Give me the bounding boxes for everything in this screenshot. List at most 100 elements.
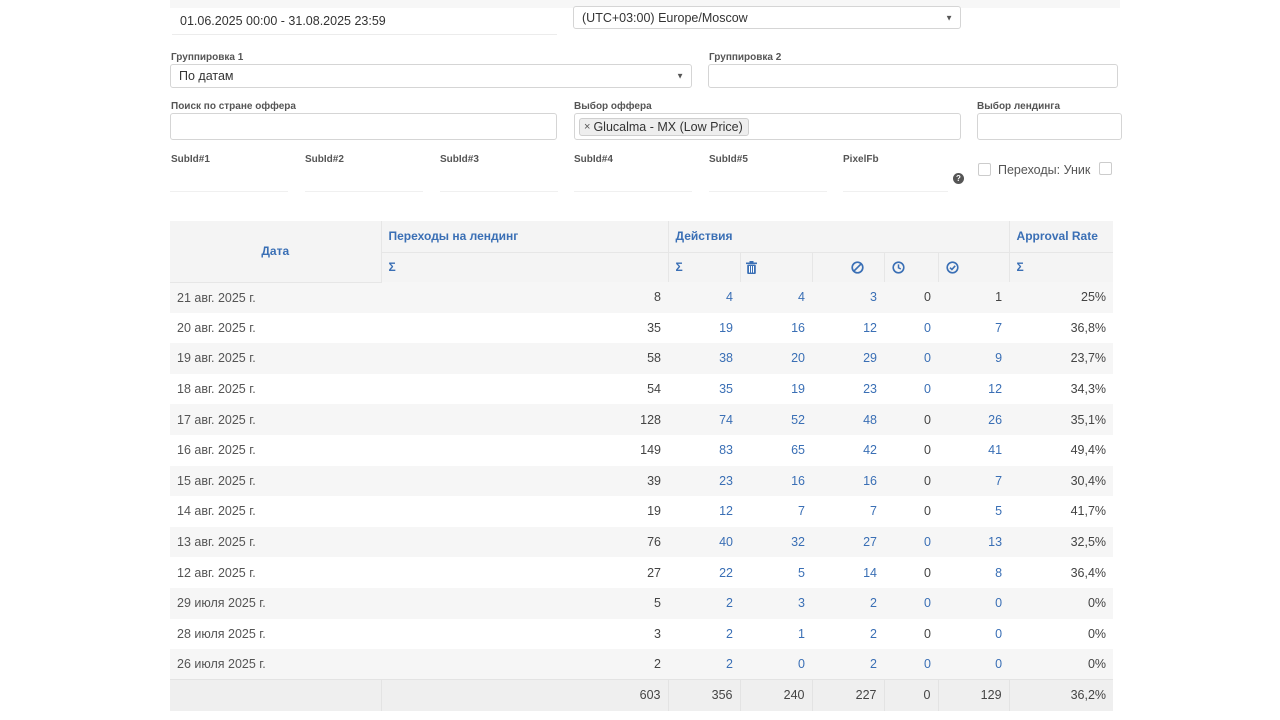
offer-select[interactable]: × Glucalma - MX (Low Price) [574,113,961,140]
approved-cell[interactable]: 7 [938,312,1010,344]
table-row: 16 авг. 2025 г. 149 83 65 42 0 41 49,4% [170,434,1114,466]
trash-cell[interactable]: 7 [740,496,812,527]
rejected-cell[interactable]: 27 [812,526,884,558]
pixelfb-input[interactable] [843,166,948,192]
column-header-landing-clicks[interactable]: Переходы на лендинг [381,221,669,253]
actions-total-cell[interactable]: 2 [668,618,740,650]
actions-total-cell[interactable]: 12 [668,496,740,527]
rejected-cell[interactable]: 48 [812,404,884,435]
actions-total-cell[interactable]: 23 [668,465,740,497]
approved-cell[interactable]: 9 [938,343,1010,374]
sum-header-actions[interactable]: Σ [668,252,741,282]
timezone-select[interactable]: (UTC+03:00) Europe/Moscow ▼ [573,6,961,29]
rejected-cell[interactable]: 2 [812,649,884,680]
grouping2-select[interactable] [708,64,1118,88]
clicks-cell: 58 [381,343,668,374]
date-cell: 17 авг. 2025 г. [170,404,381,435]
approved-cell[interactable]: 26 [938,404,1010,435]
clicks-cell: 35 [381,312,668,344]
rejected-cell[interactable]: 16 [812,465,884,497]
remove-tag-icon[interactable]: × [584,120,591,133]
rejected-cell[interactable]: 29 [812,343,884,374]
trash-cell[interactable]: 52 [740,404,812,435]
actions-total-cell[interactable]: 2 [668,587,740,619]
column-header-approval-rate[interactable]: Approval Rate [1009,221,1114,253]
actions-total-cell[interactable]: 4 [668,282,740,313]
pending-cell[interactable]: 0 [884,587,938,619]
actions-total-cell[interactable]: 74 [668,404,740,435]
country-search-input[interactable] [170,113,557,140]
rejected-cell[interactable]: 14 [812,557,884,588]
date-range-field[interactable]: 01.06.2025 00:00 - 31.08.2025 23:59 [172,8,557,34]
table-row: 18 авг. 2025 г. 54 35 19 23 0 12 34,3% [170,373,1114,405]
clicks-cell: 128 [381,404,668,435]
trash-cell[interactable]: 19 [740,373,812,405]
pending-cell[interactable]: 0 [884,373,938,405]
unique-clicks-checkbox[interactable] [978,163,991,176]
trash-cell[interactable]: 16 [740,465,812,497]
approved-cell[interactable]: 12 [938,373,1010,405]
pending-cell[interactable]: 0 [884,649,938,680]
rejected-cell[interactable]: 2 [812,587,884,619]
trash-cell[interactable]: 5 [740,557,812,588]
landing-label: Выбор лендинга [977,101,1061,112]
approved-cell[interactable]: 41 [938,434,1010,466]
pending-cell: 0 [884,465,938,497]
approved-cell[interactable]: 0 [938,587,1010,619]
actions-total-cell[interactable]: 19 [668,312,740,344]
approved-cell[interactable]: 0 [938,618,1010,650]
offer-tag[interactable]: × Glucalma - MX (Low Price) [579,117,749,136]
help-icon[interactable]: ? [953,173,964,184]
grouping1-select[interactable]: По датам ▼ [170,64,692,88]
trash-cell[interactable]: 65 [740,434,812,466]
rejected-cell[interactable]: 7 [812,496,884,527]
subid3-input[interactable] [440,166,558,192]
subid1-input[interactable] [170,166,288,192]
extra-checkbox[interactable] [1099,162,1112,175]
trash-cell[interactable]: 0 [740,649,812,680]
actions-total-cell[interactable]: 22 [668,557,740,588]
column-header-date[interactable]: Дата [170,221,382,283]
rejected-cell[interactable]: 2 [812,618,884,650]
approved-header[interactable] [938,252,1010,282]
stats-table: Дата Переходы на лендинг Действия Approv… [170,221,1114,711]
rejected-cell[interactable]: 42 [812,434,884,466]
trash-cell[interactable]: 32 [740,526,812,558]
rejected-cell[interactable]: 23 [812,373,884,405]
pending-cell[interactable]: 0 [884,526,938,558]
rejected-cell[interactable]: 12 [812,312,884,344]
sum-header-clicks[interactable]: Σ [381,252,669,282]
actions-total-cell[interactable]: 83 [668,434,740,466]
approved-cell[interactable]: 8 [938,557,1010,588]
approved-cell[interactable]: 5 [938,496,1010,527]
actions-total-cell[interactable]: 2 [668,649,740,680]
date-range-value: 01.06.2025 00:00 - 31.08.2025 23:59 [180,14,386,28]
rejected-header[interactable] [812,252,885,282]
trash-cell[interactable]: 16 [740,312,812,344]
subid2-input[interactable] [305,166,423,192]
actions-total-cell[interactable]: 40 [668,526,740,558]
rejected-cell[interactable]: 3 [812,282,884,313]
actions-total-cell[interactable]: 38 [668,343,740,374]
pending-cell[interactable]: 0 [884,312,938,344]
pixelfb-label: PixelFb [843,154,879,165]
approved-cell[interactable]: 13 [938,526,1010,558]
subid4-input[interactable] [574,166,692,192]
pending-cell[interactable]: 0 [884,343,938,374]
pending-header[interactable] [884,252,939,282]
trash-cell[interactable]: 4 [740,282,812,313]
totals-actions: 356 [668,679,741,711]
landing-select[interactable] [977,113,1122,140]
actions-total-cell[interactable]: 35 [668,373,740,405]
clicks-cell: 76 [381,526,668,558]
subid5-input[interactable] [709,166,827,192]
trash-cell[interactable]: 3 [740,587,812,619]
approved-cell[interactable]: 7 [938,465,1010,497]
top-strip [170,0,1120,8]
sum-header-rate[interactable]: Σ [1009,252,1114,282]
approved-cell[interactable]: 0 [938,649,1010,680]
trash-cell[interactable]: 20 [740,343,812,374]
trash-cell[interactable]: 1 [740,618,812,650]
column-header-actions[interactable]: Действия [668,221,1010,253]
trash-header[interactable] [740,252,813,282]
